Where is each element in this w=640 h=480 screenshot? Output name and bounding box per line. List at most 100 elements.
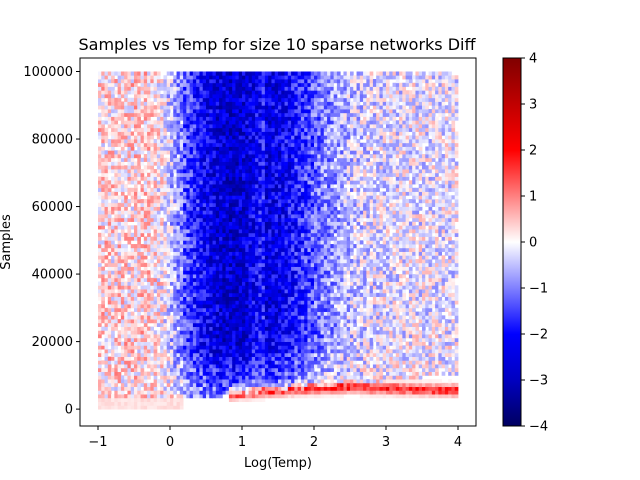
heatmap-cell bbox=[176, 319, 181, 324]
heatmap-cell bbox=[107, 221, 112, 226]
heatmap-cell bbox=[248, 116, 253, 121]
heatmap-cell bbox=[150, 405, 155, 410]
heatmap-cell bbox=[199, 349, 204, 354]
heatmap-cell bbox=[183, 259, 187, 264]
heatmap-cell bbox=[196, 146, 200, 151]
heatmap-cell bbox=[271, 285, 276, 290]
heatmap-cell bbox=[281, 127, 285, 132]
heatmap-cell bbox=[127, 292, 132, 297]
heatmap-cell bbox=[98, 386, 102, 391]
heatmap-cell bbox=[166, 247, 171, 252]
heatmap-cell bbox=[166, 79, 171, 84]
heatmap-cell bbox=[104, 191, 109, 196]
heatmap-cell bbox=[179, 146, 184, 151]
heatmap-cell bbox=[179, 221, 184, 226]
heatmap-cell bbox=[120, 390, 125, 395]
heatmap-cell bbox=[245, 337, 249, 342]
heatmap-cell bbox=[124, 225, 128, 230]
heatmap-cell bbox=[163, 247, 168, 252]
heatmap-cell bbox=[127, 86, 132, 91]
heatmap-cell bbox=[127, 326, 132, 331]
heatmap-cell bbox=[153, 109, 158, 114]
heatmap-cell bbox=[215, 217, 220, 222]
heatmap-cell bbox=[284, 116, 289, 121]
heatmap-cell bbox=[251, 337, 256, 342]
heatmap-cell bbox=[104, 154, 109, 159]
heatmap-cell bbox=[120, 334, 125, 339]
heatmap-cell bbox=[150, 169, 155, 174]
heatmap-cell bbox=[248, 364, 253, 369]
heatmap-cell bbox=[215, 266, 220, 271]
heatmap-cell bbox=[238, 311, 243, 316]
heatmap-cell bbox=[196, 337, 200, 342]
heatmap-cell bbox=[140, 210, 145, 215]
heatmap-cell bbox=[245, 390, 249, 395]
heatmap-cell bbox=[143, 334, 148, 339]
heatmap-cell bbox=[117, 247, 122, 252]
heatmap-cell bbox=[245, 319, 249, 324]
heatmap-cell bbox=[258, 240, 263, 245]
heatmap-cell bbox=[206, 142, 210, 147]
heatmap-cell bbox=[235, 292, 240, 297]
heatmap-cell bbox=[173, 292, 177, 297]
heatmap-cell bbox=[134, 304, 138, 309]
heatmap-cell bbox=[228, 319, 233, 324]
heatmap-cell bbox=[248, 367, 253, 373]
heatmap-cell bbox=[98, 304, 102, 309]
heatmap-cell bbox=[225, 71, 230, 76]
heatmap-cell bbox=[107, 285, 112, 290]
heatmap-cell bbox=[160, 244, 164, 249]
heatmap-cell bbox=[215, 229, 220, 234]
heatmap-cell bbox=[287, 360, 292, 365]
heatmap-cell bbox=[130, 397, 135, 403]
heatmap-cell bbox=[163, 116, 168, 121]
heatmap-cell bbox=[284, 165, 289, 170]
heatmap-cell bbox=[206, 326, 210, 331]
heatmap-cell bbox=[183, 97, 187, 102]
heatmap-cell bbox=[137, 394, 141, 399]
heatmap-cell bbox=[238, 292, 243, 297]
heatmap-cell bbox=[120, 315, 125, 320]
heatmap-cell bbox=[228, 180, 233, 185]
heatmap-cell bbox=[245, 352, 249, 357]
heatmap-cell bbox=[235, 322, 240, 327]
heatmap-cell bbox=[153, 94, 158, 99]
heatmap-cell bbox=[101, 382, 105, 388]
heatmap-cell bbox=[219, 255, 223, 260]
heatmap-cell bbox=[150, 240, 155, 245]
heatmap-cell bbox=[189, 206, 194, 211]
heatmap-cell bbox=[130, 142, 135, 147]
heatmap-cell bbox=[137, 304, 141, 309]
heatmap-cell bbox=[189, 326, 194, 331]
heatmap-cell bbox=[245, 397, 249, 403]
heatmap-cell bbox=[215, 195, 220, 200]
heatmap-cell bbox=[176, 131, 181, 136]
heatmap-cell bbox=[176, 180, 181, 185]
heatmap-cell bbox=[179, 71, 184, 76]
heatmap-cell bbox=[186, 277, 191, 282]
heatmap-cell bbox=[140, 187, 145, 192]
heatmap-cell bbox=[268, 319, 272, 324]
heatmap-cell bbox=[170, 146, 174, 151]
heatmap-cell bbox=[232, 139, 236, 144]
heatmap-cell bbox=[137, 127, 141, 132]
heatmap-cell bbox=[124, 285, 128, 290]
heatmap-cell bbox=[238, 236, 243, 241]
heatmap-cell bbox=[160, 394, 164, 399]
heatmap-cell bbox=[153, 180, 158, 185]
heatmap-cell bbox=[183, 206, 187, 211]
heatmap-cell bbox=[124, 199, 128, 204]
heatmap-cell bbox=[127, 277, 132, 282]
heatmap-cell bbox=[130, 172, 135, 177]
heatmap-cell bbox=[202, 214, 207, 219]
heatmap-cell bbox=[160, 352, 164, 357]
heatmap-cell bbox=[258, 142, 263, 147]
heatmap-cell bbox=[228, 202, 233, 207]
heatmap-cell bbox=[206, 367, 210, 373]
heatmap-cell bbox=[284, 154, 289, 159]
heatmap-cell bbox=[107, 202, 112, 207]
heatmap-cell bbox=[120, 300, 125, 305]
heatmap-cell bbox=[215, 371, 220, 376]
heatmap-cell bbox=[248, 375, 253, 380]
heatmap-cell bbox=[209, 180, 213, 185]
